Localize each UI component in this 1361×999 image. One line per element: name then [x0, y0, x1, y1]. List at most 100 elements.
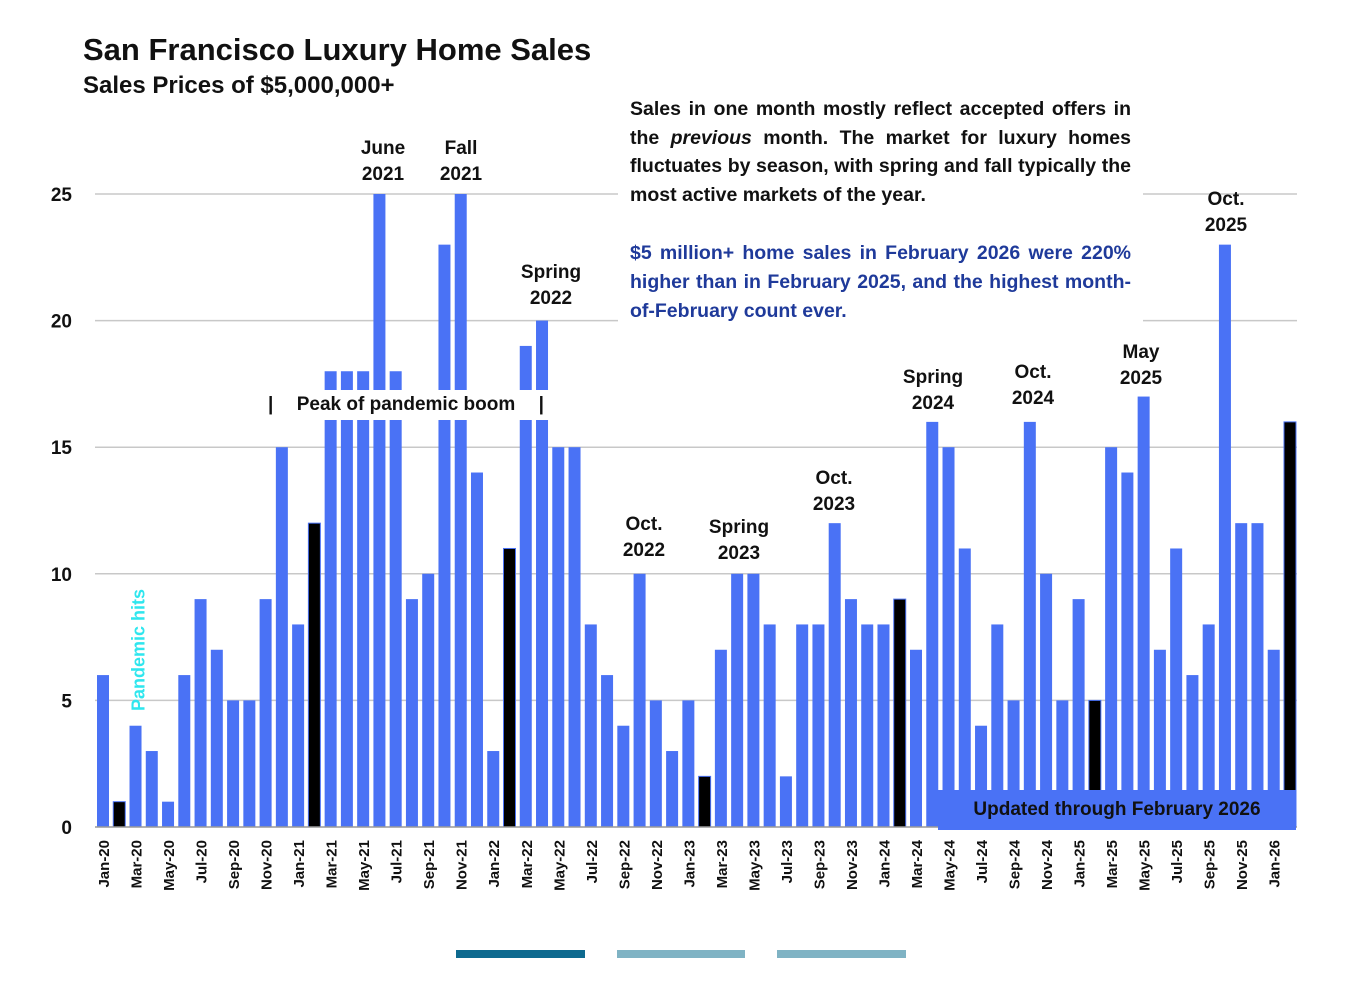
annotation-spring-2023: Spring 2023	[709, 515, 769, 567]
ann-line: Oct.	[815, 468, 853, 489]
bar-Oct-21	[438, 244, 451, 827]
bar-Nov-21	[454, 194, 467, 827]
annotation-spring-2022: Spring 2022	[521, 260, 581, 312]
bar-Nov-22	[649, 700, 662, 827]
x-tick-label: Jan-24	[876, 839, 893, 887]
x-tick-label: Jul-23	[779, 840, 796, 883]
bar-Jun-25	[1153, 649, 1166, 827]
bar-Apr-21	[340, 371, 353, 827]
bar-Dec-21	[470, 472, 483, 827]
ann-line: 2023	[717, 543, 761, 564]
explanation-note: Sales in one month mostly reflect accept…	[630, 95, 1131, 209]
bar-May-21	[357, 371, 370, 827]
x-tick-label: Nov-24	[1039, 839, 1056, 890]
bar-May-25	[1137, 396, 1150, 827]
bar-Jan-22	[487, 751, 500, 827]
x-tick-label: Sep-21	[421, 840, 438, 889]
bar-Mar-21	[324, 371, 337, 827]
bar-Jun-23	[763, 624, 776, 827]
x-tick-label: Mar-24	[909, 839, 926, 888]
bar-Apr-22	[536, 320, 549, 827]
bar-Mar-20	[129, 725, 142, 827]
y-tick-label: 25	[51, 185, 73, 206]
bar-Aug-21	[405, 599, 418, 827]
note-part: month. The market for luxury homes fluct…	[630, 126, 1131, 206]
bar-Dec-23	[861, 624, 874, 827]
bar-Mar-24	[910, 649, 922, 827]
bar-Nov-20	[259, 599, 272, 827]
annotation-may-2025: May 2025	[1120, 340, 1162, 392]
x-tick-label: Jul-25	[1169, 840, 1186, 883]
bar-Jan-25	[1072, 599, 1085, 827]
bar-Sep-22	[617, 725, 630, 827]
bar-Mar-22	[519, 345, 532, 827]
ann-line: 2024	[1011, 388, 1055, 409]
slide-indicator[interactable]	[617, 950, 745, 958]
bar-Feb-20	[112, 801, 126, 828]
x-tick-label: Nov-20	[259, 840, 276, 890]
slide-indicator-active[interactable]	[456, 950, 585, 958]
x-tick-label: Mar-22	[519, 840, 536, 888]
bar-Oct-23	[828, 523, 841, 827]
note-italic: previous	[670, 126, 752, 149]
bar-Jan-21	[292, 624, 305, 827]
slide-indicator[interactable]	[777, 950, 906, 958]
y-tick-label: 5	[61, 691, 72, 712]
bar-Mar-23	[714, 649, 727, 827]
ann-line: June	[360, 138, 406, 159]
annotation-june-2021: June 2021	[361, 136, 405, 188]
bar-May-22	[552, 447, 565, 827]
x-tick-label: Mar-23	[714, 840, 731, 888]
chart-title: San Francisco Luxury Home Sales	[83, 32, 592, 67]
bar-Feb-23	[698, 775, 712, 828]
x-tick-label: Mar-21	[324, 840, 341, 888]
annotation-oct-2025: Oct. 2025	[1205, 187, 1247, 239]
x-tick-label: May-24	[942, 839, 959, 891]
ann-line: 2021	[439, 164, 483, 185]
x-tick-label: Sep-20	[226, 840, 243, 889]
x-tick-label: May-22	[551, 840, 568, 891]
x-tick-label: Jul-22	[584, 840, 601, 883]
x-tick-label: Nov-25	[1234, 840, 1251, 890]
ann-line: 2022	[529, 288, 573, 309]
bar-Sep-21	[422, 573, 435, 827]
bar-Sep-23	[812, 624, 825, 827]
bar-Mar-25	[1105, 447, 1118, 827]
bar-Jan-23	[682, 700, 695, 827]
ann-line: 2023	[812, 494, 856, 515]
x-tick-label: May-21	[356, 840, 373, 891]
x-tick-label: Sep-25	[1202, 840, 1219, 889]
ann-line: 2025	[1119, 368, 1163, 389]
bar-Oct-25	[1218, 244, 1231, 827]
bar-Sep-25	[1202, 624, 1215, 827]
annotation-fall-2021: Fall 2021	[440, 136, 482, 188]
x-tick-label: May-23	[746, 840, 763, 891]
annotation-spring-2024: Spring 2024	[903, 365, 963, 417]
updated-through-badge: Updated through February 2026	[938, 790, 1296, 830]
bar-May-20	[162, 801, 175, 827]
bar-Jun-20	[178, 675, 191, 827]
bar-Jul-25	[1170, 548, 1183, 827]
bar-Jan-24	[877, 624, 890, 827]
bar-Apr-23	[731, 573, 744, 827]
bar-Aug-25	[1186, 675, 1199, 827]
ann-line: 2022	[622, 540, 666, 561]
x-tick-label: Mar-20	[129, 840, 146, 888]
bar-Nov-24	[1040, 573, 1053, 827]
peak-bracket-right: |	[538, 394, 544, 415]
ann-line: Oct.	[1207, 189, 1245, 210]
x-tick-label: Jan-21	[291, 840, 308, 888]
y-tick-label: 20	[51, 312, 72, 333]
bar-Apr-20	[145, 751, 158, 827]
chart-subtitle: Sales Prices of $5,000,000+	[83, 72, 395, 99]
bar-Dec-22	[666, 751, 679, 827]
bar-Dec-25	[1251, 523, 1264, 827]
x-tick-label: Jan-22	[486, 840, 503, 888]
ann-line: Spring	[708, 517, 770, 538]
x-tick-label: May-20	[161, 840, 178, 891]
y-tick-label: 0	[61, 818, 72, 839]
annotation-oct-2022: Oct. 2022	[623, 512, 665, 564]
x-tick-label: Jan-25	[1072, 840, 1089, 888]
bar-May-24	[942, 447, 955, 827]
